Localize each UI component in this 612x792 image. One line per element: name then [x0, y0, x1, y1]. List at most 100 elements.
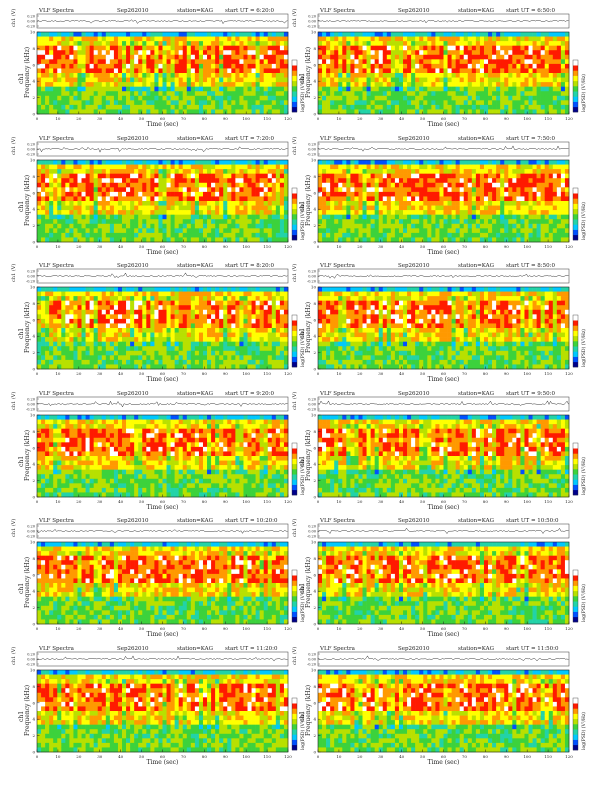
spectrogram-cell [346, 182, 351, 188]
spectrogram-cell [271, 237, 277, 243]
spectrogram-cell [45, 59, 50, 65]
spectrogram-cell [423, 82, 428, 87]
spectrogram-cell [97, 68, 103, 74]
spectrogram-cell [275, 187, 281, 193]
spectrogram-cell [69, 205, 74, 211]
spectrogram-cell [49, 291, 54, 297]
spectrogram-cell [443, 187, 448, 193]
spectrogram-cell [77, 364, 82, 370]
spectrogram-cell [346, 169, 351, 174]
spectrogram-cell [358, 214, 363, 220]
spectrogram-cell [142, 63, 147, 69]
spectrogram-cell [61, 50, 66, 56]
spectrogram-cell [142, 164, 147, 170]
spectrogram-cell [166, 41, 171, 46]
spectrogram-cell [174, 164, 179, 170]
spectrogram-cell [251, 178, 256, 184]
spectrogram-cell [279, 100, 285, 106]
spectrogram-cell [146, 91, 151, 97]
spectrogram-cell [459, 45, 465, 51]
spectrogram-cell [475, 210, 481, 215]
spectrogram-cell [211, 219, 216, 225]
y-tick-label: 2 [313, 223, 316, 228]
spectrogram-cell [536, 228, 541, 234]
spectrogram-cell [134, 173, 139, 179]
spectrogram-cell [326, 32, 331, 37]
spectrogram-cell [227, 187, 232, 193]
spectrogram-cell [150, 214, 155, 220]
spectrogram-cell [492, 191, 497, 197]
spectrogram-cell [49, 350, 54, 356]
spectrogram-cell [247, 45, 252, 51]
spectrogram-cell [407, 50, 412, 56]
spectrogram-cell [101, 164, 107, 170]
spectrogram-cell [366, 45, 371, 51]
spectrogram-cell [536, 82, 541, 87]
spectrogram-cell [512, 86, 517, 92]
spectrogram-cell [194, 205, 200, 211]
spectrogram-cell [475, 109, 481, 115]
spectrogram-cell [130, 73, 135, 78]
spectrogram-cell [354, 59, 359, 65]
spectrogram-cell [463, 73, 469, 78]
spectrogram-cell [431, 63, 436, 69]
spectrogram-cell [190, 201, 196, 206]
spectrogram-cell [211, 164, 216, 170]
spectrogram-cell [105, 228, 111, 234]
spectrogram-cell [552, 237, 558, 243]
spectrogram-cell [516, 86, 521, 92]
spectrogram-cell [390, 210, 396, 215]
spectrogram-cell [386, 100, 392, 106]
x-tick-label: 90 [504, 244, 510, 249]
spectrogram-cell [431, 95, 436, 101]
spectrogram-cell [178, 59, 184, 65]
spectrogram-cell [279, 41, 285, 46]
spectrogram-cell [41, 73, 46, 78]
spectrogram-cell [105, 191, 111, 197]
spectrogram-cell [279, 178, 285, 184]
spectrogram-cell [227, 182, 232, 188]
spectrogram-cell [483, 232, 489, 238]
spectrogram-cell [483, 164, 489, 170]
spectrogram-cell [439, 109, 444, 115]
spectrogram-cell [235, 59, 240, 65]
colorbar-swatch [573, 70, 578, 76]
spectrogram-cell [61, 287, 66, 292]
spectrogram-cell [431, 232, 436, 238]
spectrogram-cell [109, 187, 115, 193]
spectrogram-cell [219, 160, 224, 165]
spectrogram-cell [202, 228, 208, 234]
spectrogram-cell [81, 318, 86, 324]
spectrogram-cell [342, 100, 347, 106]
spectrogram-cell [243, 232, 248, 238]
y-tick-label: 4 [313, 79, 316, 84]
spectrogram-cell [69, 50, 74, 56]
spectrogram-cell [407, 223, 412, 229]
spectrogram-cell [496, 95, 501, 101]
spectrogram-cell [113, 100, 119, 106]
spectrogram-cell [378, 86, 384, 92]
spectrogram-cell [49, 169, 54, 174]
spectrogram-cell [423, 210, 428, 215]
spectrogram-cell [540, 68, 546, 74]
spectrogram-cell [520, 228, 525, 234]
spectrogram-cell [81, 228, 86, 234]
spectrogram-cell [374, 68, 380, 74]
spectrogram-cell [49, 36, 54, 42]
spectrogram-cell [443, 73, 448, 78]
spectrogram-cell [77, 314, 82, 320]
spectrogram-cell [398, 219, 404, 225]
spectrogram-cell [207, 223, 212, 229]
spectrogram-cell [394, 50, 400, 56]
spectrogram-cell [45, 341, 50, 347]
spectrogram-cell [338, 219, 343, 225]
spectrogram-cell [358, 86, 363, 92]
spectrogram-cell [447, 232, 452, 238]
spectrogram-cell [520, 54, 525, 60]
spectrogram-cell [500, 223, 505, 229]
spectrogram-cell [97, 182, 103, 188]
spectrogram-cell [382, 223, 388, 229]
spectrogram-cell [398, 50, 404, 56]
spectrogram-cell [439, 77, 444, 83]
spectrogram-cell [186, 173, 192, 179]
